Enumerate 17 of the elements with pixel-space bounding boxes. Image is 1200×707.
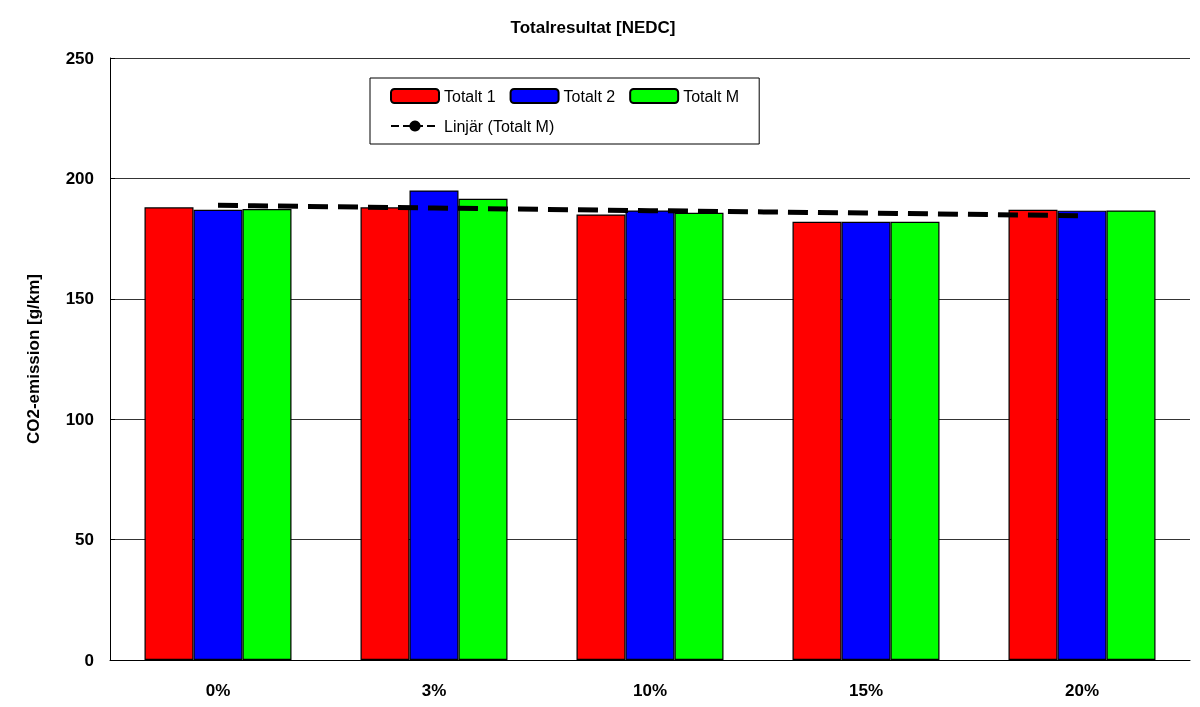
- y-tick-label: 150: [65, 289, 94, 309]
- legend-label: Totalt 1: [444, 87, 496, 105]
- y-tick-label: 0: [84, 650, 94, 670]
- x-tick-label: 0%: [205, 681, 231, 700]
- x-tick-label: 20%: [1064, 681, 1100, 700]
- y-tick-label: 200: [65, 168, 94, 188]
- x-tick-label: 3%: [421, 681, 447, 700]
- x-tick-label: 10%: [632, 681, 668, 700]
- chart-title: Totalresultat [NEDC]: [510, 18, 676, 37]
- legend-label: Totalt M: [683, 87, 740, 105]
- y-axis-title: CO2-emission [g/km]: [24, 273, 43, 445]
- y-tick-label: 100: [65, 409, 94, 429]
- legend-label: Linjär (Totalt M): [444, 117, 555, 135]
- y-tick-label: 250: [65, 48, 94, 68]
- y-tick-label: 50: [75, 530, 94, 550]
- legend-label: Totalt 2: [563, 87, 616, 105]
- x-tick-label: 15%: [848, 681, 884, 700]
